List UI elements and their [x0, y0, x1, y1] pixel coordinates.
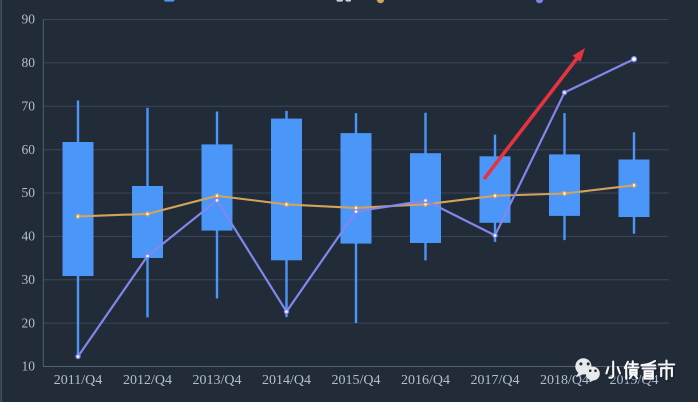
- svg-text:2013/Q4: 2013/Q4: [193, 373, 242, 388]
- svg-text:2012/Q4: 2012/Q4: [123, 373, 172, 388]
- svg-text:50: 50: [22, 185, 36, 200]
- svg-text:30: 30: [22, 272, 36, 287]
- svg-text:2015/Q4: 2015/Q4: [332, 373, 381, 388]
- svg-text:2017/Q4: 2017/Q4: [471, 373, 520, 388]
- svg-text:70: 70: [22, 99, 36, 114]
- svg-text:40: 40: [22, 229, 36, 244]
- svg-text:80: 80: [22, 55, 36, 70]
- svg-text:60: 60: [22, 142, 36, 157]
- svg-text:10: 10: [22, 359, 36, 374]
- svg-text:2011/Q4: 2011/Q4: [54, 373, 102, 388]
- svg-text:2014/Q4: 2014/Q4: [262, 373, 311, 388]
- svg-text:20: 20: [22, 315, 36, 330]
- svg-text:2016/Q4: 2016/Q4: [401, 373, 450, 388]
- svg-text:90: 90: [22, 12, 36, 27]
